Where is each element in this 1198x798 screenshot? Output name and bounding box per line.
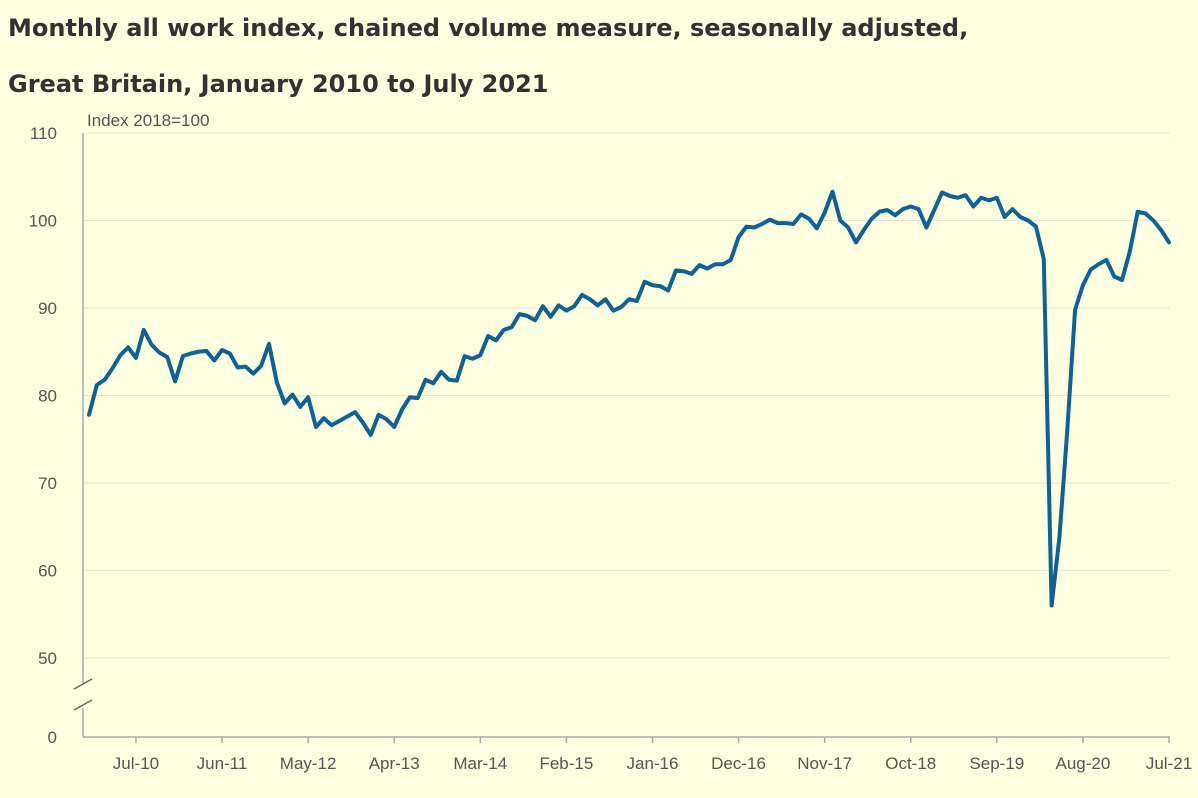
x-tick-label: Jan-16 <box>626 754 678 773</box>
x-tick-label: Jul-21 <box>1146 754 1192 773</box>
x-tick-label: Jun-11 <box>197 754 248 773</box>
y-tick-label: 0 <box>48 728 57 747</box>
y-axis-ticks: 0 50 60 70 80 90 100 110 <box>29 124 57 747</box>
x-tick-label: Oct-18 <box>885 754 936 773</box>
axis-break-gap <box>70 683 96 708</box>
x-tick-label: Apr-13 <box>369 754 420 773</box>
y-tick-label: 110 <box>30 124 57 143</box>
y-tick-label: 100 <box>29 212 57 231</box>
x-axis-ticks: Jul-10 Jun-11 May-12 Apr-13 Mar-14 Feb-15 Jan-… <box>113 737 1192 773</box>
series-line <box>87 189 1171 608</box>
x-tick-label: Jul-10 <box>113 754 159 773</box>
axis-break-mark <box>73 699 93 711</box>
axis-break-mark <box>73 678 93 690</box>
y-tick-label: 70 <box>38 474 57 493</box>
x-tick-label: Aug-20 <box>1055 754 1110 773</box>
x-tick-label: May-12 <box>280 754 337 773</box>
chart-title-line-2: Great Britain, January 2010 to July 2021 <box>8 70 549 98</box>
gridlines <box>83 132 1170 659</box>
y-tick-label: 80 <box>38 387 57 406</box>
y-axis-label: Index 2018=100 <box>87 111 209 130</box>
y-tick-label: 60 <box>38 562 57 581</box>
y-tick-label: 90 <box>38 299 57 318</box>
x-tick-label: Nov-17 <box>797 754 852 773</box>
x-tick-label: Sep-19 <box>969 754 1024 773</box>
chart-title: Monthly all work index, chained volume m… <box>8 0 1188 112</box>
x-tick-label: Mar-14 <box>453 754 507 773</box>
x-tick-label: Dec-16 <box>711 754 766 773</box>
y-tick-label: 50 <box>38 649 57 668</box>
x-tick-label: Feb-15 <box>539 754 593 773</box>
chart-title-line-1: Monthly all work index, chained volume m… <box>8 14 969 42</box>
axes <box>70 133 1170 738</box>
